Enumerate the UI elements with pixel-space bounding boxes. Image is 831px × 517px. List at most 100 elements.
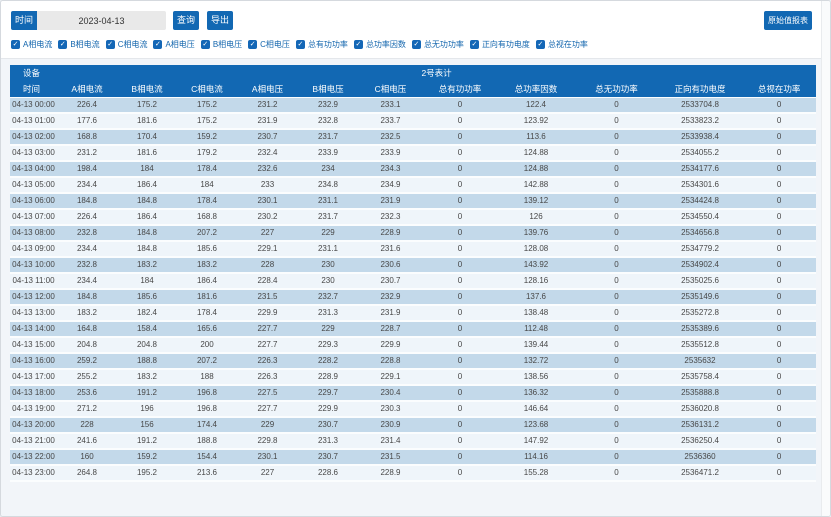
checkbox-checked-icon[interactable]: ✓	[353, 40, 363, 49]
value-cell: 0	[614, 276, 619, 285]
value-cell: 112.48	[524, 324, 548, 333]
checkbox-checked-icon[interactable]: ✓	[535, 40, 545, 49]
filter-item[interactable]: ✓ B相电压	[200, 39, 242, 50]
date-input[interactable]	[37, 11, 167, 30]
value-cell: 181.6	[196, 292, 218, 301]
query-button[interactable]: 查询	[173, 11, 200, 30]
value-cell: 139.44	[523, 340, 549, 349]
checkbox-checked-icon[interactable]: ✓	[200, 40, 210, 49]
table-row: 04-13 20:00 228 156 174.4 229 230.7 230.9 0 123.…	[10, 417, 817, 433]
filter-item-label: C相电流	[117, 40, 148, 49]
value-cell: 233	[260, 180, 275, 189]
value-cell: 228	[80, 420, 94, 429]
value-cell: 0	[457, 452, 463, 461]
time-cell: 04-13 12:00	[12, 292, 55, 301]
value-cell: 231.2	[257, 100, 278, 109]
value-cell: 227	[260, 228, 275, 237]
value-cell: 0	[457, 260, 463, 269]
value-cell: 213.6	[196, 468, 218, 477]
value-cell: 233.1	[380, 100, 401, 109]
value-cell: 138.48	[523, 308, 549, 317]
value-cell: 2534177.6	[681, 164, 719, 173]
time-cell: 04-13 13:00	[12, 308, 55, 317]
value-cell: 0	[776, 212, 782, 221]
filter-item-label: B相电流	[70, 40, 100, 49]
value-cell: 0	[457, 212, 463, 221]
filter-item[interactable]: ✓ A相电压	[153, 39, 195, 50]
value-cell: 231.2	[76, 148, 98, 157]
value-cell: 0	[457, 148, 463, 157]
value-cell: 230.7	[257, 132, 278, 141]
value-cell: 184.8	[136, 196, 158, 205]
value-cell: 0	[776, 404, 782, 413]
value-cell: 184.8	[136, 228, 158, 237]
value-cell: 184	[140, 164, 154, 173]
value-cell: 179.2	[196, 148, 218, 157]
checkbox-checked-icon[interactable]: ✓	[411, 40, 421, 49]
value-cell: 2535758.4	[681, 372, 719, 381]
device-label-cell: 设备	[10, 65, 57, 81]
filter-item[interactable]: ✓ A相电流	[11, 39, 52, 50]
value-cell: 0	[457, 292, 463, 301]
filter-item[interactable]: ✓ 总有功功率	[295, 39, 348, 50]
table-row: 04-13 17:00 255.2 183.2 188 226.3 228.9 229.1 0…	[10, 369, 817, 385]
filter-item[interactable]: ✓ 总视在功率	[535, 39, 588, 50]
checkbox-checked-icon[interactable]: ✓	[153, 40, 163, 49]
table-row: 04-13 11:00 234.4 184 186.4 228.4 230 230.7 0 12…	[10, 273, 817, 289]
value-cell: 2536360	[684, 452, 716, 461]
value-cell: 227.7	[257, 340, 278, 349]
value-cell: 231.1	[317, 244, 339, 253]
checkbox-checked-icon[interactable]: ✓	[58, 40, 68, 49]
value-cell: 0	[776, 436, 782, 445]
report-toggle-button[interactable]: 原始值报表	[764, 11, 812, 30]
filter-item[interactable]: ✓ 总功率因数	[353, 39, 406, 50]
value-cell: 147.92	[523, 436, 549, 445]
table-row: 04-13 09:00 234.4 184.8 185.6 229.1 231.1 231.…	[10, 241, 817, 257]
filter-item[interactable]: ✓ B相电流	[58, 39, 100, 50]
value-cell: 0	[457, 356, 463, 365]
time-cell: 04-13 17:00	[12, 372, 55, 381]
value-cell: 0	[614, 244, 619, 253]
value-cell: 230.9	[380, 420, 401, 429]
value-cell: 231.1	[317, 196, 339, 205]
scrollbar-gutter[interactable]	[821, 1, 830, 516]
checkbox-checked-icon[interactable]: ✓	[11, 40, 20, 49]
value-cell: 229.9	[257, 308, 278, 317]
value-cell: 228.9	[380, 468, 401, 477]
value-cell: 2535272.8	[681, 308, 719, 317]
filter-item[interactable]: ✓ C相电流	[105, 39, 148, 50]
value-cell: 0	[776, 228, 782, 237]
filter-item[interactable]: ✓ 正向有功电度	[469, 39, 530, 50]
value-cell: 0	[776, 260, 782, 269]
column-header: B相电流	[117, 81, 177, 98]
time-cell: 04-13 20:00	[12, 420, 55, 429]
value-cell: 2533823.2	[681, 116, 719, 125]
checkbox-checked-icon[interactable]: ✓	[248, 40, 258, 49]
checkbox-checked-icon[interactable]: ✓	[469, 40, 479, 49]
value-cell: 232.3	[380, 212, 401, 221]
export-button[interactable]: 导出	[207, 11, 234, 30]
value-cell: 0	[776, 324, 782, 333]
value-cell: 185.6	[196, 244, 218, 253]
value-cell: 230	[321, 276, 335, 285]
column-header: 时间	[10, 81, 57, 98]
filter-item[interactable]: ✓ 总无功功率	[411, 39, 464, 50]
value-cell: 228	[260, 260, 275, 269]
filter-item[interactable]: ✓ C相电压	[248, 39, 290, 50]
value-cell: 2534055.2	[681, 148, 719, 157]
checkbox-checked-icon[interactable]: ✓	[295, 40, 305, 49]
value-cell: 177.6	[76, 116, 98, 125]
value-cell: 228.9	[380, 228, 401, 237]
value-cell: 231.6	[380, 244, 401, 253]
checkbox-checked-icon[interactable]: ✓	[105, 40, 115, 49]
filter-item-label: 总视在功率	[547, 40, 588, 49]
top-section: 时间 查询 导出 原始值报表 ✓A相电流✓B相电流✓C相电流✓A相电压✓B相电压…	[1, 1, 830, 59]
value-cell: 229.9	[380, 340, 401, 349]
toolbar: 时间 查询 导出 原始值报表	[11, 1, 812, 30]
value-cell: 200	[200, 340, 214, 349]
value-cell: 0	[614, 436, 619, 445]
value-cell: 0	[776, 244, 782, 253]
value-cell: 0	[614, 356, 619, 365]
time-cell: 04-13 05:00	[12, 180, 55, 189]
value-cell: 232.6	[257, 164, 278, 173]
